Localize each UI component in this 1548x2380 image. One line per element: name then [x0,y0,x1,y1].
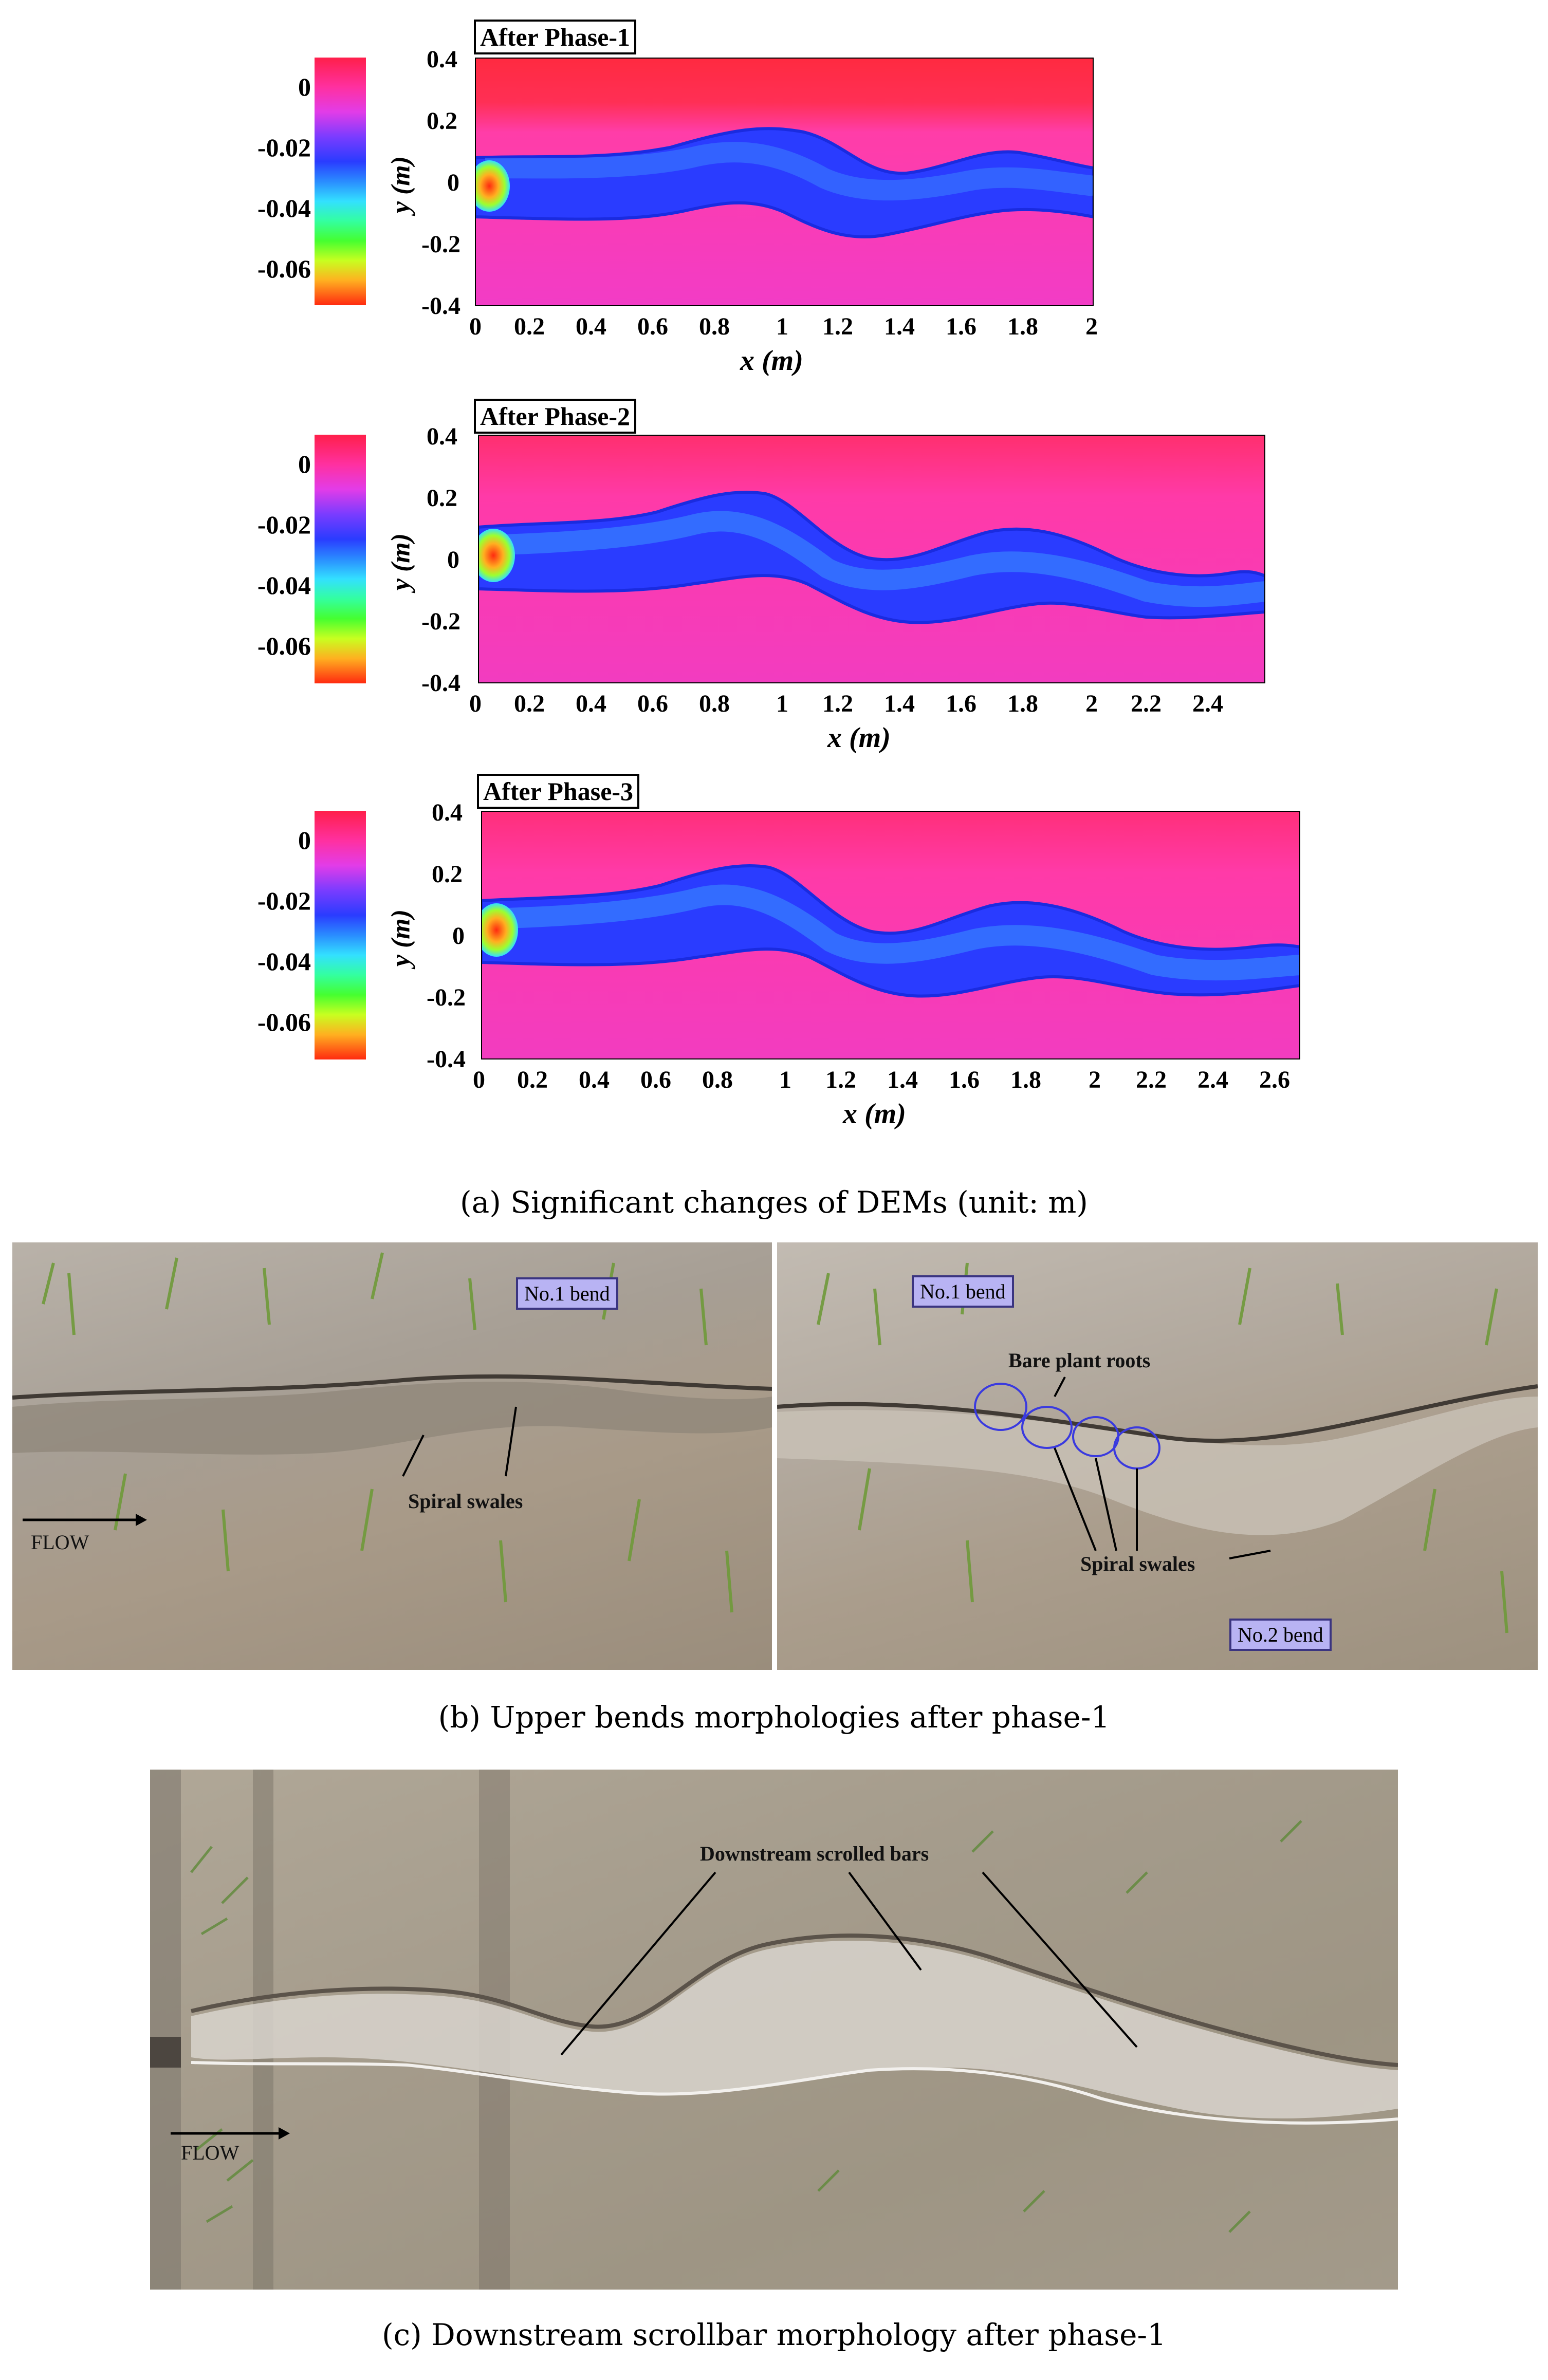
x-tick: 0.4 [576,690,606,717]
colorbar-tick: 0 [298,450,311,478]
x-tick: 2 [1089,1066,1101,1093]
y-tick: 0.4 [432,799,463,826]
colorbar-tick: -0.02 [257,510,311,539]
x-axis-label: x (m) [843,1098,906,1130]
x-tick: 2 [1085,690,1098,717]
x-tick: 1.6 [946,313,976,340]
x-tick: 0.2 [514,690,545,717]
x-tick: 1.2 [825,1066,856,1093]
y-tick: 0.2 [432,861,463,888]
x-tick: 1 [776,690,788,717]
x-tick: 0.4 [576,313,606,340]
y-tick: 0 [447,169,459,196]
panel-title: After Phase-3 [477,774,640,809]
x-tick: 2.2 [1136,1066,1167,1093]
x-tick: 2.4 [1192,690,1223,717]
x-tick: 1.4 [884,313,915,340]
y-tick: 0.2 [427,485,457,512]
colorbar-tick: -0.06 [257,1008,311,1036]
x-tick: 0.6 [640,1066,671,1093]
colorbar-2 [315,435,366,683]
x-tick: 0.2 [514,313,545,340]
bare-plant-roots-label: Bare plant roots [1008,1349,1151,1372]
y-tick: -0.2 [421,608,460,635]
x-tick: 2.6 [1259,1066,1290,1093]
no2-bend-label: No.2 bend [1229,1619,1332,1651]
y-axis-label: y (m) [386,533,416,591]
dem-heatmap-3 [481,811,1300,1059]
photo-b-right: No.1 bend Bare plant roots Spiral swales… [777,1242,1538,1670]
x-tick: 1.6 [946,690,976,717]
x-tick: 0.6 [637,313,668,340]
y-tick: -0.2 [421,231,460,258]
x-axis-label: x (m) [827,722,891,754]
y-tick: -0.2 [427,984,466,1011]
x-tick: 1 [776,313,788,340]
x-axis-label: x (m) [740,345,803,377]
colorbar-tick: -0.02 [257,133,311,162]
colorbar-tick: -0.06 [257,631,311,660]
colorbar-tick: -0.06 [257,254,311,283]
y-axis-label: y (m) [386,156,416,214]
x-tick: 0.2 [517,1066,548,1093]
x-tick: 0 [469,313,482,340]
x-tick: 1.2 [822,690,853,717]
colorbar-tick: -0.04 [257,947,311,976]
caption-c: (c) Downstream scrollbar morphology afte… [382,2317,1166,2352]
x-tick: 0 [473,1066,485,1093]
y-tick: -0.4 [421,670,460,697]
x-tick: 2.2 [1131,690,1162,717]
x-tick: 0.4 [579,1066,610,1093]
y-tick: 0.4 [427,46,457,73]
x-tick: 1.4 [887,1066,918,1093]
colorbar-tick: 0 [298,826,311,854]
x-tick: 1.4 [884,690,915,717]
no1-bend-label: No.1 bend [912,1275,1014,1308]
colorbar-tick: -0.02 [257,886,311,915]
y-axis-label: y (m) [386,909,416,967]
x-tick: 1.8 [1007,690,1038,717]
y-tick: 0 [452,922,465,950]
caption-b: (b) Upper bends morphologies after phase… [438,1700,1110,1735]
downstream-scrolled-bars-label: Downstream scrolled bars [700,1842,929,1865]
no1-bend-label: No.1 bend [516,1277,618,1310]
y-tick: 0 [447,546,459,573]
caption-a: (a) Significant changes of DEMs (unit: m… [460,1185,1088,1220]
flow-label: FLOW [181,2141,239,2164]
y-tick: -0.4 [421,292,460,320]
spiral-swales-label: Spiral swales [1080,1552,1195,1575]
flow-label: FLOW [31,1531,89,1554]
x-tick: 1.8 [1007,313,1038,340]
dem-heatmap-2 [478,435,1265,683]
y-tick: 0.2 [427,107,457,135]
photo-b-left: No.1 bend Spiral swales FLOW [12,1242,772,1670]
x-tick: 1.6 [949,1066,980,1093]
y-tick: 0.4 [427,423,457,450]
colorbar-tick: -0.04 [257,571,311,600]
x-tick: 1 [779,1066,791,1093]
x-tick: 0.8 [699,690,730,717]
x-tick: 1.8 [1010,1066,1041,1093]
x-tick: 2.4 [1197,1066,1228,1093]
colorbar-3 [315,811,366,1059]
x-tick: 2 [1085,313,1098,340]
colorbar-1 [315,58,366,305]
x-tick: 0.6 [637,690,668,717]
dem-heatmap-1 [475,58,1094,306]
spiral-swales-label: Spiral swales [408,1490,523,1513]
x-tick: 0.8 [702,1066,733,1093]
photo-c: Downstream scrolled bars FLOW [150,1770,1398,2290]
colorbar-tick: 0 [298,72,311,101]
x-tick: 0.8 [699,313,730,340]
panel-title: After Phase-2 [474,399,637,434]
y-tick: -0.4 [427,1046,466,1073]
x-tick: 0 [469,690,482,717]
x-tick: 1.2 [822,313,853,340]
panel-title: After Phase-1 [474,20,637,54]
colorbar-tick: -0.04 [257,194,311,222]
